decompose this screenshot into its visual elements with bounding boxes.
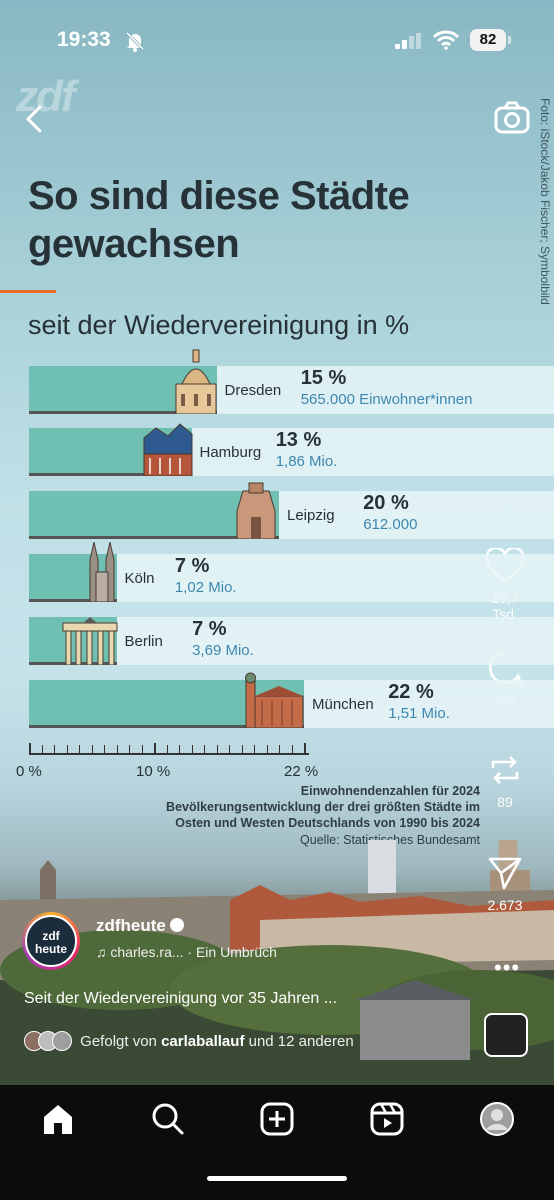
x-tick (66, 745, 68, 754)
population-label: 3,69 Mio. (192, 642, 254, 659)
chart-note: Osten und Westen Deutschlands von 1990 b… (175, 816, 480, 830)
audio-track[interactable]: ♫ charles.ra... · Ein Umbrüch (96, 944, 277, 960)
x-tick (279, 745, 280, 754)
x-tick (266, 745, 268, 754)
verified-badge-icon (169, 918, 184, 932)
followed-user: carlaballauf (161, 1033, 245, 1050)
status-time: 19:33 (57, 28, 111, 51)
account-name-text: zdfheute (96, 916, 166, 935)
account-name[interactable]: zdfheute (96, 916, 184, 936)
avatar-text-line1: zdf (42, 929, 60, 943)
bar-track (29, 554, 554, 602)
city-label: München (312, 696, 374, 713)
x-tick (116, 745, 118, 754)
value-label: 22 % (388, 681, 434, 703)
x-tick-label: 22 % (284, 763, 319, 780)
infographic-title: So sind diese Städte gewachsen (28, 174, 410, 266)
audio-track-label: charles.ra... · Ein Umbrüch (110, 944, 277, 960)
post-caption[interactable]: Seit der Wiedervereinigung vor 35 Jahren… (24, 990, 338, 1007)
music-note-icon: ♫ (96, 944, 107, 960)
bottom-nav (0, 1085, 554, 1200)
home-indicator (207, 1176, 347, 1181)
followed-suffix: und 12 anderen (248, 1033, 354, 1050)
x-tick (204, 745, 205, 754)
city-label: Köln (124, 570, 155, 587)
reel-screen: 19:33 82 zdf Foto: iStock/Jakob Fischer;… (0, 0, 554, 1085)
search-icon[interactable] (150, 1101, 186, 1137)
x-tick-label: 10 % (136, 763, 171, 780)
x-tick (179, 745, 180, 754)
account-avatar[interactable]: zdf heute (22, 912, 80, 970)
battery-indicator: 82 (470, 29, 511, 51)
share-button[interactable]: 2.673 (482, 855, 528, 913)
repost-button[interactable]: 89 (482, 752, 528, 810)
value-label: 20 % (363, 492, 409, 514)
x-tick (141, 745, 143, 754)
city-label: Berlin (124, 633, 163, 650)
value-label: 7 % (192, 618, 227, 640)
city-label: Hamburg (199, 444, 262, 461)
x-tick (54, 745, 55, 754)
population-label: 565.000 Einwohner*innen (300, 391, 473, 408)
send-icon (488, 857, 522, 890)
reels-icon[interactable] (369, 1101, 405, 1137)
muenchen-landmark-icon (242, 670, 306, 733)
dresden-landmark-icon (173, 346, 219, 419)
avatar-text-line2: heute (34, 942, 67, 956)
followed-prefix: Gefolgt von (80, 1033, 157, 1050)
x-tick (91, 745, 93, 754)
x-tick (29, 743, 31, 754)
repost-count: 89 (497, 794, 513, 810)
x-tick (241, 745, 243, 754)
city-label: Leipzig (287, 507, 335, 524)
x-tick (41, 745, 43, 754)
hamburg-landmark-icon (142, 418, 194, 481)
title-accent-rule (0, 290, 56, 293)
audio-thumbnail[interactable] (484, 1013, 528, 1057)
population-label: 1,51 Mio. (388, 705, 450, 722)
x-tick (166, 745, 168, 754)
x-tick (104, 745, 105, 754)
chart-note: Bevölkerungsentwicklung der drei größten… (166, 800, 480, 814)
x-tick (254, 745, 255, 754)
wifi-icon (433, 30, 459, 50)
follower-avatars (24, 1031, 76, 1051)
x-tick (191, 745, 193, 754)
x-tick (229, 745, 230, 754)
x-tick (79, 745, 80, 754)
population-label: 1,86 Mio. (275, 453, 338, 470)
x-tick-label: 0 % (16, 763, 42, 780)
home-icon[interactable] (40, 1101, 76, 1137)
city-label: Dresden (224, 382, 282, 399)
value-label: 7 % (174, 555, 210, 577)
more-options-icon[interactable]: ••• (494, 955, 521, 980)
bell-off-icon (125, 31, 145, 52)
population-label: 1,02 Mio. (174, 579, 237, 596)
x-tick (216, 745, 218, 754)
koeln-landmark-icon (85, 541, 119, 607)
x-tick (154, 743, 156, 754)
chart-note: Einwohnendenzahlen für 2024 (300, 784, 480, 798)
leipzig-landmark-icon (231, 481, 281, 544)
followed-by[interactable]: Gefolgt von carlaballauf und 12 anderen (24, 1031, 354, 1051)
back-button[interactable] (20, 103, 48, 135)
population-label: 612.000 (363, 516, 418, 533)
share-count: 2.673 (487, 897, 523, 913)
infographic-subtitle: seit der Wiedervereinigung in % (28, 310, 410, 340)
cell-signal-icon (395, 33, 421, 49)
create-icon[interactable] (259, 1101, 295, 1137)
berlin-landmark-icon (61, 617, 119, 670)
profile-icon[interactable] (479, 1101, 515, 1137)
photo-credit: Foto: iStock/Jakob Fischer; Symbolbild (538, 98, 552, 305)
x-tick (304, 743, 306, 754)
x-tick (129, 745, 130, 754)
camera-button[interactable] (494, 100, 530, 136)
x-axis-line (29, 753, 309, 755)
zdf-watermark: zdf (16, 72, 76, 121)
value-label: 13 % (275, 429, 322, 451)
city-skyline-image (0, 840, 554, 1085)
repost-icon (491, 756, 519, 784)
x-tick (291, 745, 293, 754)
value-label: 15 % (300, 367, 347, 389)
